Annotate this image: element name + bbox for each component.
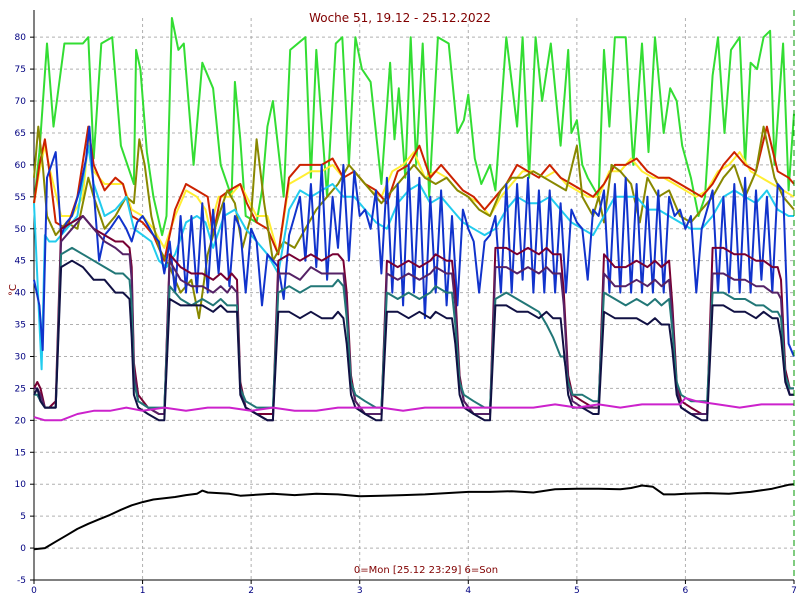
series-line-11 — [33, 397, 794, 422]
x-tick-label: 7 — [791, 586, 797, 596]
series-line-12 — [33, 483, 795, 551]
y-tick-label: 5 — [20, 512, 26, 522]
y-tick-label: 20 — [15, 416, 27, 426]
series-line-9 — [34, 246, 794, 409]
y-tick-label: 50 — [15, 225, 27, 235]
chart-title: Woche 51, 19.12 - 25.12.2022 — [309, 11, 491, 25]
series-line-3 — [33, 125, 795, 262]
y-tick-label: 35 — [15, 321, 26, 331]
x-tick-label: 2 — [248, 586, 254, 596]
y-tick-label: 60 — [15, 161, 27, 171]
y-tick-label: -5 — [17, 576, 26, 586]
y-tick-label: 75 — [15, 65, 26, 75]
y-tick-label: 0 — [20, 544, 26, 554]
y-tick-label: 80 — [15, 33, 27, 43]
series-line-4 — [33, 125, 795, 320]
x-tick-label: 0 — [31, 586, 37, 596]
y-tick-label: 15 — [15, 448, 26, 458]
y-tick-label: 45 — [15, 257, 26, 267]
chart-footer: 0=Mon [25.12 23:29] 6=Son — [354, 565, 498, 576]
y-tick-label: 10 — [15, 480, 27, 490]
y-tick-label: 40 — [15, 289, 27, 299]
series-line-6 — [33, 125, 795, 357]
series-line-5 — [33, 144, 794, 371]
x-tick-label: 4 — [465, 586, 471, 596]
series-line-10 — [33, 259, 794, 422]
y-tick-label: 30 — [15, 352, 27, 362]
series-line-1 — [33, 17, 795, 237]
y-tick-label: 70 — [15, 97, 27, 107]
x-tick-label: 1 — [140, 586, 146, 596]
x-tick-label: 5 — [574, 586, 580, 596]
y-tick-label: 65 — [15, 129, 26, 139]
y-axis-label: °C — [8, 284, 19, 296]
x-tick-label: 6 — [683, 586, 689, 596]
axes — [30, 10, 795, 584]
x-tick-label: 3 — [357, 586, 363, 596]
series-group — [33, 17, 795, 551]
y-tick-label: 55 — [15, 193, 26, 203]
y-tick-label: 25 — [15, 384, 26, 394]
